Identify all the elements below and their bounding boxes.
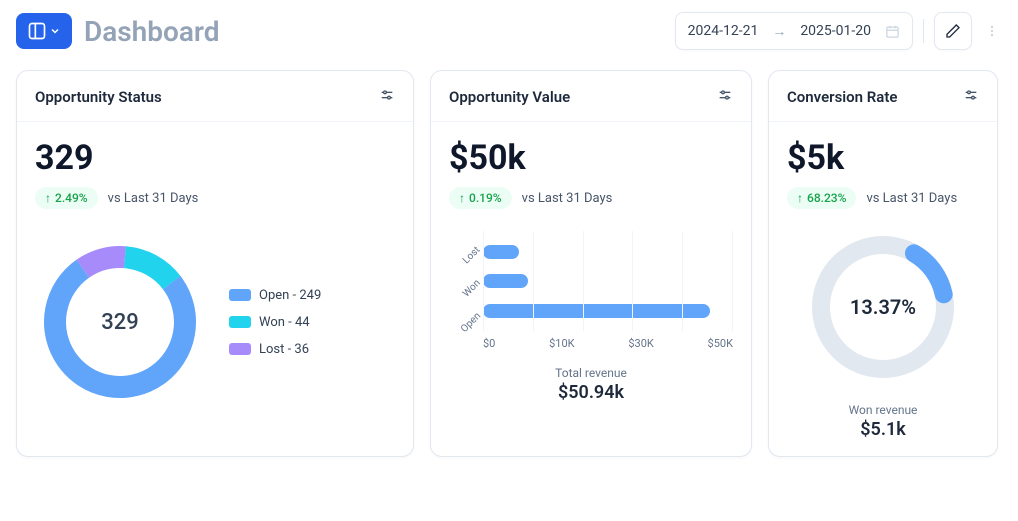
conversion-percent: 13.37% [803, 227, 963, 387]
metric-value: 329 [35, 140, 395, 177]
bar [483, 274, 528, 288]
legend-swatch [229, 343, 251, 355]
legend-swatch [229, 289, 251, 301]
bar-xtick: $30K [628, 337, 653, 350]
chevron-down-icon [49, 25, 61, 37]
trend-compare-label: vs Last 31 Days [866, 191, 957, 206]
trend-percent: 0.19% [469, 191, 502, 205]
conversion-donut-chart: 13.37% [803, 227, 963, 387]
legend-swatch [229, 316, 251, 328]
sliders-icon [717, 87, 733, 103]
footer-value: $5.1k [787, 419, 979, 440]
arrow-up-icon: ↑ [45, 191, 51, 205]
legend-label: Won - 44 [259, 315, 310, 330]
card-opportunity-status: Opportunity Status 329 ↑ 2.49% vs Last 3… [16, 70, 414, 457]
calendar-icon [885, 24, 900, 39]
value-bar-chart: Lost Won Open $0 $10K $30K $50K [449, 231, 733, 350]
bar [483, 245, 519, 259]
arrow-up-icon: ↑ [459, 191, 465, 205]
layout-switch-button[interactable] [16, 13, 72, 49]
legend-item: Won - 44 [229, 315, 321, 330]
card-opportunity-value: Opportunity Value $50k ↑ 0.19% vs Last 3… [430, 70, 752, 457]
date-range-picker[interactable]: 2024-12-21 → 2025-01-20 [675, 12, 913, 50]
footer-label: Total revenue [449, 366, 733, 380]
card-title: Conversion Rate [787, 88, 897, 106]
status-donut-chart: 329 [35, 237, 205, 407]
legend-item: Lost - 36 [229, 342, 321, 357]
trend-badge: ↑ 0.19% [449, 187, 512, 209]
trend-percent: 68.23% [807, 191, 846, 205]
trend-compare-label: vs Last 31 Days [522, 191, 613, 206]
status-legend: Open - 249 Won - 44 Lost - 36 [229, 288, 321, 357]
legend-item: Open - 249 [229, 288, 321, 303]
divider [923, 19, 924, 43]
pencil-icon [945, 23, 961, 39]
layout-icon [27, 21, 47, 41]
arrow-right-icon: → [772, 23, 786, 40]
cards-row: Opportunity Status 329 ↑ 2.49% vs Last 3… [0, 70, 1018, 457]
more-button[interactable] [982, 12, 1002, 50]
trend-percent: 2.49% [55, 191, 88, 205]
sliders-icon [379, 87, 395, 103]
bar-xtick: $0 [483, 337, 495, 350]
metric-value: $50k [449, 140, 733, 177]
card-conversion-rate: Conversion Rate $5k ↑ 68.23% vs Last 31 … [768, 70, 998, 457]
card-title: Opportunity Status [35, 88, 162, 106]
footer-value: $50.94k [449, 382, 733, 403]
card-settings-button[interactable] [963, 87, 979, 107]
bar-xtick: $50K [708, 337, 733, 350]
bar [483, 304, 710, 318]
arrow-up-icon: ↑ [797, 191, 803, 205]
header-actions: 2024-12-21 → 2025-01-20 [675, 12, 1002, 50]
page-title: Dashboard [84, 15, 220, 48]
edit-button[interactable] [934, 12, 972, 50]
bar-category-label: Lost [461, 244, 483, 266]
trend-badge: ↑ 2.49% [35, 187, 98, 209]
more-vertical-icon [985, 24, 999, 38]
card-title: Opportunity Value [449, 88, 570, 106]
card-settings-button[interactable] [717, 87, 733, 107]
bar-category-label: Open [459, 311, 483, 335]
bar-category-label: Won [461, 277, 483, 299]
legend-label: Lost - 36 [259, 342, 309, 357]
donut-center-value: 329 [35, 237, 205, 407]
legend-label: Open - 249 [259, 288, 321, 303]
date-from: 2024-12-21 [688, 23, 759, 39]
date-to: 2025-01-20 [800, 23, 871, 39]
trend-badge: ↑ 68.23% [787, 187, 856, 209]
bar-xtick: $10K [549, 337, 574, 350]
metric-value: $5k [787, 140, 979, 177]
card-settings-button[interactable] [379, 87, 395, 107]
footer-label: Won revenue [787, 403, 979, 417]
page-header: Dashboard 2024-12-21 → 2025-01-20 [0, 0, 1018, 70]
trend-compare-label: vs Last 31 Days [108, 191, 199, 206]
sliders-icon [963, 87, 979, 103]
